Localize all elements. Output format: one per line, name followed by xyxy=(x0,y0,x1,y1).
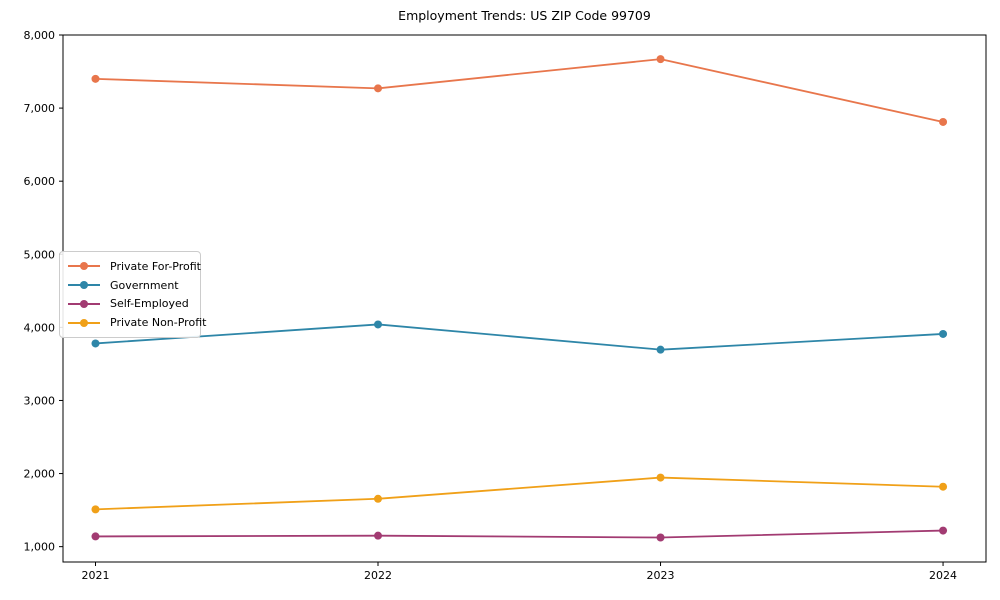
series-line-government xyxy=(94,323,944,351)
legend-label: Private For-Profit xyxy=(110,259,201,273)
series-point-private-for-profit xyxy=(656,55,665,64)
series-line-private-for-profit xyxy=(94,58,944,123)
legend-dot-icon xyxy=(80,299,88,308)
y-axis-tick-label: 6,000 xyxy=(24,175,56,188)
legend-label: Private Non-Profit xyxy=(110,316,207,330)
legend-item-private-for-profit: Private For-Profit xyxy=(68,257,201,276)
legend-line-marker-icon xyxy=(68,262,100,271)
legend-line-marker-icon xyxy=(68,299,100,308)
y-axis-tick-label: 8,000 xyxy=(24,29,56,42)
x-axis-tick-label: 2021 xyxy=(81,569,109,582)
series-point-private-for-profit xyxy=(939,117,948,126)
y-axis-tick-label: 5,000 xyxy=(24,248,56,261)
legend-line-marker-icon xyxy=(68,318,100,327)
legend-label: Self-Employed xyxy=(110,297,189,311)
y-axis-tick-label: 7,000 xyxy=(24,102,56,115)
series-line-self-employed xyxy=(94,529,944,539)
x-axis-tick-label: 2022 xyxy=(364,569,392,582)
series-line-private-non-profit xyxy=(94,476,944,511)
series-point-self-employed xyxy=(91,532,100,541)
series-point-private-non-profit xyxy=(939,482,948,491)
x-axis-tick-label: 2023 xyxy=(647,569,675,582)
series-point-private-for-profit xyxy=(374,84,383,93)
y-axis-tick-label: 4,000 xyxy=(24,321,56,334)
series-point-self-employed xyxy=(374,531,383,540)
legend-item-self-employed: Self-Employed xyxy=(68,295,192,314)
y-axis-tick-label: 2,000 xyxy=(24,468,56,481)
series-point-government xyxy=(656,345,665,354)
series-point-government xyxy=(939,329,948,338)
legend-dot-icon xyxy=(80,281,88,290)
series-point-government xyxy=(91,339,100,348)
series-point-self-employed xyxy=(656,533,665,542)
x-axis-tick-label: 2024 xyxy=(929,569,957,582)
y-axis-tick-label: 1,000 xyxy=(24,541,56,554)
legend-dot-icon xyxy=(80,318,88,327)
y-axis-tick-label: 3,000 xyxy=(24,394,56,407)
legend-line-marker-icon xyxy=(68,281,100,290)
series-point-private-for-profit xyxy=(91,74,100,83)
legend-item-private-non-profit: Private Non-Profit xyxy=(68,313,206,332)
legend: Private For-Profit Government Self-Emplo… xyxy=(59,251,206,338)
series-point-private-non-profit xyxy=(656,473,665,482)
legend-item-government: Government xyxy=(68,276,192,295)
series-point-government xyxy=(374,320,383,329)
chart-title: Employment Trends: US ZIP Code 99709 xyxy=(398,8,651,23)
legend-label: Government xyxy=(110,278,179,292)
series-point-private-non-profit xyxy=(91,505,100,514)
series-point-private-non-profit xyxy=(374,494,383,503)
series-point-self-employed xyxy=(939,526,948,535)
legend-dot-icon xyxy=(80,262,88,271)
